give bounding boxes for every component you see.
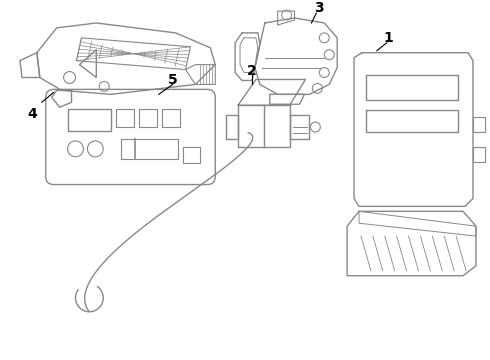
Text: 4: 4 [27, 107, 37, 121]
Text: 3: 3 [315, 1, 324, 15]
Text: 5: 5 [168, 73, 177, 87]
Text: 1: 1 [384, 31, 393, 45]
Text: 2: 2 [247, 64, 257, 77]
